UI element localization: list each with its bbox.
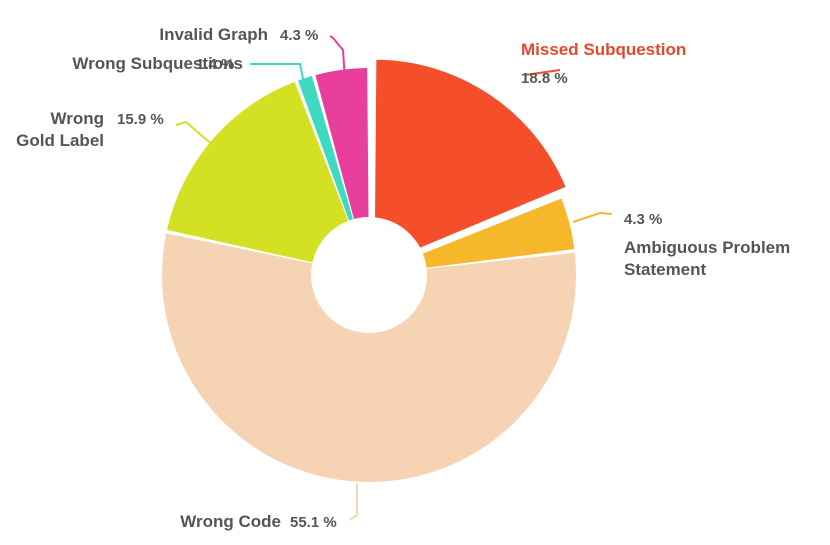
label-value-missed-subquestion: 18.8 % bbox=[521, 70, 568, 87]
label-ambiguous-problem-statement: Ambiguous Problem Statement 4.3 % bbox=[624, 211, 790, 279]
label-name-invalid-graph: Invalid Graph bbox=[159, 25, 268, 44]
label-wrong-gold-label: Wrong Gold Label 15.9 % bbox=[16, 109, 164, 150]
leader-wrong-gold-label bbox=[175, 120, 216, 148]
slice-labels: Missed Subquestion 18.8 % Ambiguous Proble… bbox=[16, 25, 790, 531]
leader-invalid-graph bbox=[329, 35, 346, 81]
leader-lines bbox=[175, 35, 613, 521]
label-value-ambiguous-problem-statement: 4.3 % bbox=[624, 211, 662, 228]
label-name-wrong-code: Wrong Code bbox=[180, 512, 281, 531]
label-value-wrong-gold-label: 15.9 % bbox=[117, 111, 164, 128]
label-invalid-graph: Invalid Graph 4.3 % bbox=[159, 25, 318, 44]
label-missed-subquestion: Missed Subquestion 18.8 % bbox=[521, 40, 686, 87]
label-value-wrong-code: 55.1 % bbox=[290, 514, 337, 531]
slice-wrong-gold-label bbox=[166, 81, 369, 275]
label-name-wrong-gold-label: Wrong Gold Label bbox=[16, 109, 104, 150]
label-value-invalid-graph: 4.3 % bbox=[280, 27, 318, 44]
label-name-wrong-subquestions: Wrong Subquestions bbox=[72, 54, 243, 73]
donut-hole bbox=[311, 217, 427, 333]
label-name-ambiguous-problem-statement: Ambiguous Problem Statement bbox=[624, 238, 790, 279]
leader-missed-subquestion bbox=[524, 69, 561, 76]
leader-wrong-code bbox=[349, 484, 358, 521]
leader-wrong-subquestions bbox=[250, 63, 306, 89]
leader-ambiguous-problem-statement bbox=[572, 211, 613, 223]
label-wrong-code: Wrong Code 55.1 % bbox=[180, 512, 336, 531]
label-value-wrong-subquestions: 1.4 % bbox=[196, 56, 234, 73]
slice-missed-subquestion bbox=[374, 59, 566, 267]
label-name-missed-subquestion: Missed Subquestion bbox=[521, 40, 686, 59]
slice-wrong-code bbox=[162, 233, 576, 483]
